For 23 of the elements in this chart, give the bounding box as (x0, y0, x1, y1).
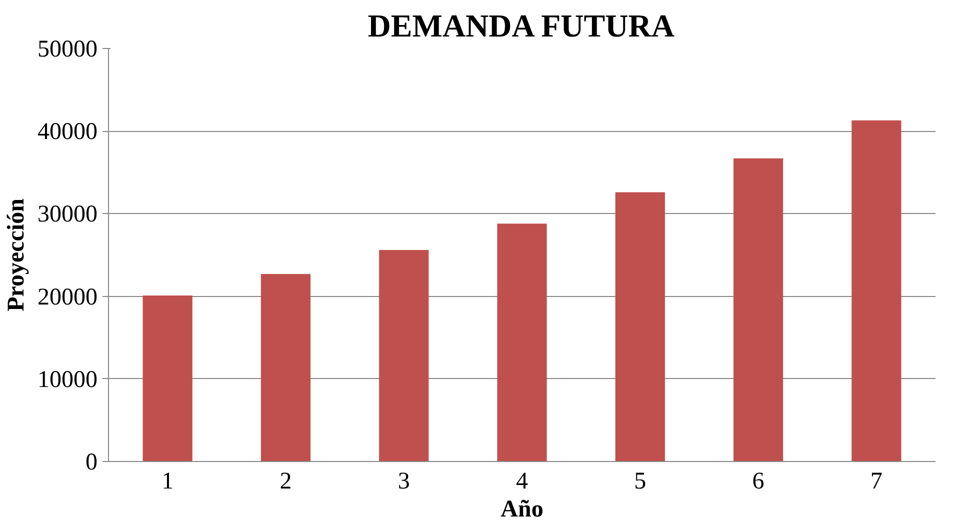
bar (379, 250, 429, 462)
y-tick-label: 20000 (38, 284, 98, 310)
x-tick-label: 1 (162, 468, 174, 494)
y-tick-label: 30000 (38, 202, 98, 228)
x-tick-label: 7 (870, 468, 882, 494)
y-tick-label: 10000 (38, 366, 98, 393)
x-tick-label: 5 (634, 468, 646, 494)
x-axis-title: Año (500, 496, 544, 522)
bar (852, 120, 902, 462)
y-tick-label: 40000 (38, 119, 98, 146)
bar (260, 274, 311, 462)
x-tick-label: 6 (752, 468, 764, 494)
x-tick-label: 3 (398, 468, 410, 494)
bar (615, 192, 665, 462)
bar (142, 295, 192, 462)
chart-title: DEMANDA FUTURA (368, 8, 674, 44)
y-tick-label: 0 (86, 450, 98, 476)
y-axis-title: Proyección (4, 198, 30, 312)
bar (733, 158, 784, 462)
bar (497, 224, 547, 462)
x-tick-label: 2 (280, 468, 292, 494)
y-tick-label: 50000 (38, 36, 98, 62)
x-tick-label: 4 (516, 468, 528, 494)
